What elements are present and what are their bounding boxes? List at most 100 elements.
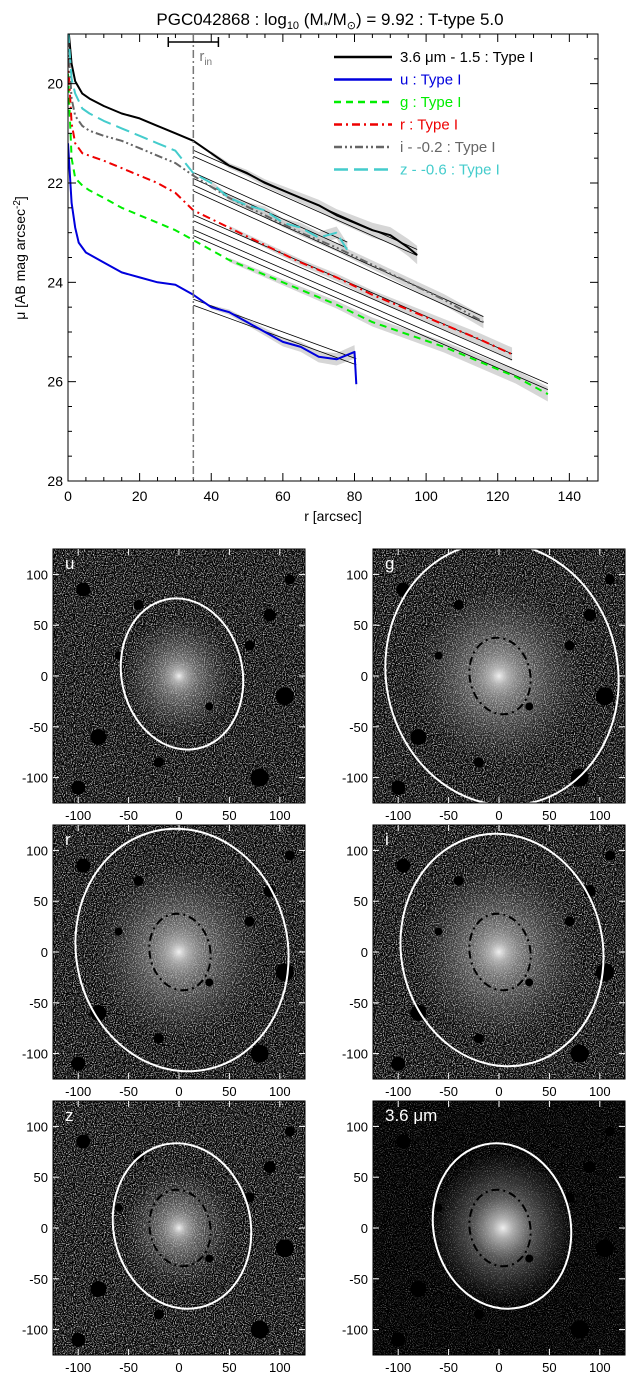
mask-blob [76, 1134, 91, 1149]
panel-y-tick-label: 0 [41, 669, 48, 684]
panel-x-tick-label: -50 [119, 1084, 138, 1099]
mask-blob [525, 978, 534, 987]
mask-blob [284, 1126, 295, 1137]
panel-label: u [65, 554, 74, 573]
panel-y-tick-label: -100 [342, 1323, 368, 1338]
legend-entry: z - -0.6 : Type I [400, 162, 500, 179]
panel-y-tick-label: -100 [22, 1047, 48, 1062]
mask-blob [583, 885, 596, 898]
mask-blob [525, 702, 534, 711]
panel-x-tick-label: -100 [385, 808, 411, 823]
mask-blob [263, 609, 276, 622]
fit-line [193, 229, 549, 385]
galaxy-core [473, 1198, 533, 1258]
mask-blob [604, 574, 615, 585]
uncertainty-band [211, 305, 357, 392]
mask-blob [90, 1004, 107, 1021]
legend-entry: 3.6 μm - 1.5 : Type I [400, 49, 533, 66]
panel-x-tick-label: -100 [385, 1084, 411, 1099]
panel-x-tick-label: 50 [542, 808, 556, 823]
panel-y-tick-label: 100 [26, 1119, 48, 1134]
panel-x-tick-label: -50 [439, 808, 458, 823]
mask-blob [595, 1239, 614, 1258]
legend: 3.6 μm - 1.5 : Type I u : Type I g : Type … [334, 49, 533, 179]
r-in-marker: rin [167, 34, 220, 481]
panel-x-tick-label: -100 [65, 1360, 91, 1375]
panel-y-tick-label: 0 [361, 1221, 368, 1236]
panel-x-tick-label: 0 [175, 808, 182, 823]
y-axis-label: μ [AB mag arcsec-2] [12, 196, 28, 320]
mask-blob [133, 599, 144, 610]
series-line [68, 58, 513, 356]
panel-y-tick-label: 50 [34, 618, 48, 633]
mask-blob [473, 757, 484, 768]
panel-y-tick-label: 50 [34, 894, 48, 909]
galaxy-core [473, 650, 525, 702]
mask-blob [71, 1332, 86, 1347]
panel-x-tick-label: 50 [222, 1360, 236, 1375]
mask-blob [250, 768, 269, 787]
x-tick-label: 100 [414, 488, 438, 504]
inner-ellipse [148, 1188, 212, 1268]
legend-entry: i - -0.2 : Type I [400, 139, 496, 156]
y-tick-label: 24 [47, 274, 63, 290]
panel-label: 3.6 μm [385, 1106, 437, 1125]
y-tick-label: 22 [47, 175, 63, 191]
mask-blob [391, 1332, 406, 1347]
panel-x-tick-label: 100 [269, 1360, 291, 1375]
x-tick-label: 60 [275, 488, 291, 504]
fit-line [193, 155, 418, 256]
panel-label: r [65, 830, 71, 849]
panel-y-tick-label: 0 [361, 945, 368, 960]
mask-blob [473, 1033, 484, 1044]
fit-line [193, 304, 357, 366]
panel-y-tick-label: -50 [349, 1272, 368, 1287]
mask-blob [564, 640, 575, 651]
panel-label: g [385, 554, 394, 573]
mask-blob [205, 702, 214, 711]
x-tick-label: 40 [203, 488, 219, 504]
panel-y-tick-label: 100 [26, 567, 48, 582]
inner-ellipse [468, 636, 532, 716]
panel-x-tick-label: -50 [439, 1084, 458, 1099]
mask-blob [244, 916, 255, 927]
panel-x-tick-label: 50 [222, 1084, 236, 1099]
panel-x-tick-label: -100 [385, 1360, 411, 1375]
fit-line [193, 235, 549, 391]
panel-x-tick-label: -100 [65, 808, 91, 823]
y-tick-label: 28 [47, 473, 63, 489]
plot-area [68, 34, 549, 402]
panel-y-tick-label: -50 [29, 720, 48, 735]
mask-blob [434, 927, 443, 936]
panel-y-tick-label: 50 [354, 894, 368, 909]
fit-line [193, 220, 513, 361]
outer-ellipse [74, 827, 290, 1073]
panel-y-tick-label: 50 [34, 1170, 48, 1185]
panel-x-tick-label: 0 [495, 1360, 502, 1375]
panel-x-tick-label: 0 [175, 1084, 182, 1099]
mask-blob [284, 574, 295, 585]
mask-blob [244, 640, 255, 651]
panel-y-tick-label: -50 [349, 996, 368, 1011]
uncertainty-band [211, 151, 418, 265]
panel-y-tick-label: 0 [41, 945, 48, 960]
mask-blob [583, 1161, 596, 1174]
legend-entry: r : Type I [400, 117, 458, 134]
image-panel: r -100 -50 0 50 100 100 50 0 -50 -100 [22, 824, 306, 1099]
mask-blob [205, 978, 214, 987]
y-tick-label: 26 [47, 374, 63, 390]
mask-blob [153, 1033, 164, 1044]
mask-blob [396, 858, 411, 873]
legend-entry: g : Type I [400, 94, 461, 111]
surface-brightness-profile-chart: PGC042868 : log10 (M*/M⊙) = 9.92 : T-typ… [12, 10, 599, 524]
series-line [68, 34, 349, 251]
mask-blob [153, 757, 164, 768]
inner-ellipse [468, 1188, 532, 1268]
mask-blob [244, 1192, 255, 1203]
panel-y-tick-label: -50 [29, 996, 48, 1011]
mask-blob [434, 651, 443, 660]
r-in-label: rin [199, 48, 212, 68]
mask-blob [525, 1254, 534, 1263]
panel-x-tick-label: 100 [269, 1084, 291, 1099]
